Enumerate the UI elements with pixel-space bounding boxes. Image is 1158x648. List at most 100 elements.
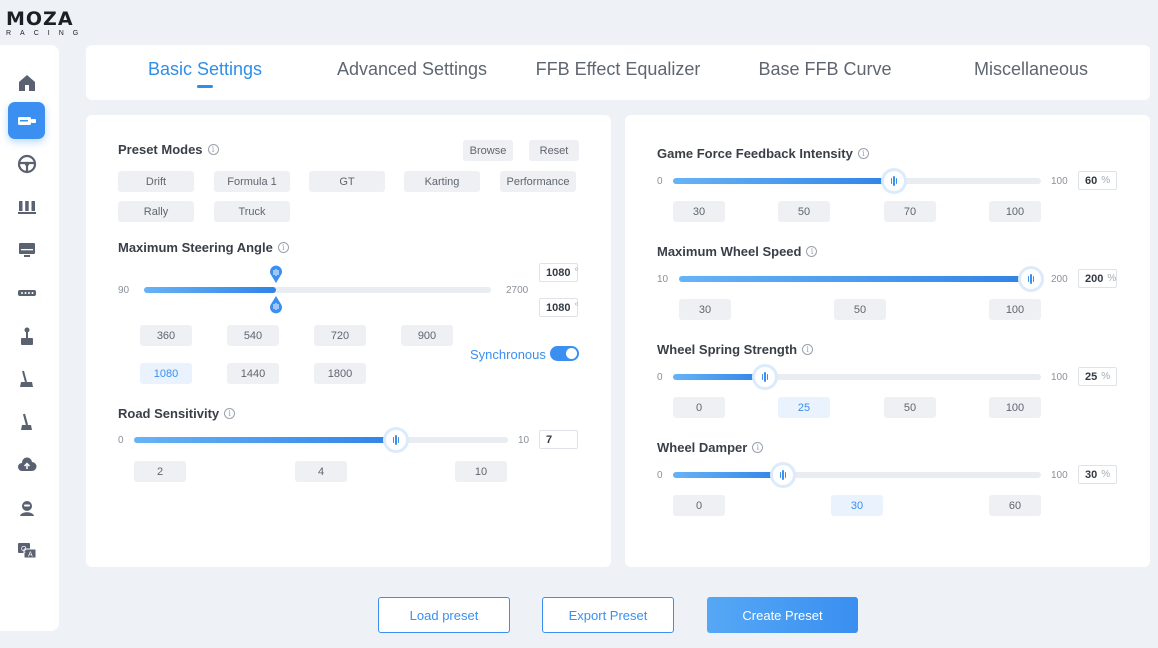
preset-truck[interactable]: Truck [214, 201, 290, 222]
sidebar-item-dashboard[interactable] [8, 231, 45, 268]
wheel-speed-preset-50[interactable]: 50 [834, 299, 886, 320]
damper-slider-thumb[interactable] [773, 465, 793, 485]
spring-preset-50[interactable]: 50 [884, 397, 936, 418]
steering-angle-input-top[interactable]: 1080 ° [539, 263, 578, 282]
steering-handle-bottom[interactable] [269, 296, 283, 314]
steering-preset-1440[interactable]: 1440 [227, 363, 279, 384]
wheel-speed-preset-100[interactable]: 100 [989, 299, 1041, 320]
ffb-preset-100[interactable]: 100 [989, 201, 1041, 222]
road-sensitivity-input[interactable]: 7 [539, 430, 578, 449]
info-icon[interactable]: i [277, 242, 289, 253]
road-slider-thumb[interactable] [386, 430, 406, 450]
synchronous-toggle[interactable] [550, 346, 579, 361]
reset-button[interactable]: Reset [529, 140, 579, 161]
info-icon[interactable]: i [806, 246, 818, 257]
ffb-preset-50[interactable]: 50 [778, 201, 830, 222]
export-preset-button[interactable]: Export Preset [542, 597, 674, 633]
load-preset-button[interactable]: Load preset [378, 597, 510, 633]
spring-preset-100[interactable]: 100 [989, 397, 1041, 418]
road-slider-fill [134, 437, 396, 443]
road-preset-10[interactable]: 10 [455, 461, 507, 482]
degree-unit: ° [574, 302, 579, 313]
wheel-speed-preset-30[interactable]: 30 [679, 299, 731, 320]
steering-preset-720[interactable]: 720 [314, 325, 366, 346]
preset-rally[interactable]: Rally [118, 201, 194, 222]
sidebar-item-wheelbase[interactable] [8, 102, 45, 139]
road-sensitivity-slider[interactable] [134, 430, 508, 450]
ffb-min-label: 0 [657, 176, 663, 187]
preset-karting[interactable]: Karting [404, 171, 480, 192]
info-icon[interactable]: i [207, 144, 219, 155]
steering-handle-top[interactable] [269, 265, 283, 283]
ffb-preset-30[interactable]: 30 [673, 201, 725, 222]
steering-angle-input-bottom[interactable]: 1080 ° [539, 298, 578, 317]
damper-slider-fill [673, 472, 783, 478]
preset-drift[interactable]: Drift [118, 171, 194, 192]
sidebar-item-cloud[interactable] [8, 446, 45, 483]
tab-ffb-equalizer[interactable]: FFB Effect Equalizer [536, 59, 701, 80]
sidebar-item-handbrake[interactable] [8, 360, 45, 397]
spring-strength-slider[interactable] [673, 367, 1041, 387]
sidebar-item-shifter[interactable] [8, 317, 45, 354]
damper-preset-0[interactable]: 0 [673, 495, 725, 516]
road-max-label: 10 [518, 435, 530, 446]
wheel-speed-slider-thumb[interactable] [1021, 269, 1041, 289]
spring-slider-thumb[interactable] [755, 367, 775, 387]
preset-gt[interactable]: GT [309, 171, 385, 192]
road-sensitivity-value: 7 [546, 433, 553, 446]
preset-performance[interactable]: Performance [500, 171, 576, 192]
damper-preset-30[interactable]: 30 [831, 495, 883, 516]
steering-preset-1800[interactable]: 1800 [314, 363, 366, 384]
wheel-speed-slider[interactable] [679, 269, 1041, 289]
tab-label: Base FFB Curve [758, 59, 892, 79]
section-title-text: Maximum Wheel Speed [657, 244, 802, 259]
sidebar-item-home[interactable] [8, 64, 45, 101]
spring-strength-input[interactable]: 25% [1078, 367, 1117, 386]
preset-formula-1[interactable]: Formula 1 [214, 171, 290, 192]
steering-preset-900[interactable]: 900 [401, 325, 453, 346]
tab-advanced-settings[interactable]: Advanced Settings [337, 59, 487, 80]
steering-preset-1080[interactable]: 1080 [140, 363, 192, 384]
road-preset-2[interactable]: 2 [134, 461, 186, 482]
wheel-damper-slider[interactable] [673, 465, 1041, 485]
damper-preset-60[interactable]: 60 [989, 495, 1041, 516]
ffb-slider-thumb[interactable] [884, 171, 904, 191]
ffb-intensity-input[interactable]: 60% [1078, 171, 1117, 190]
percent-unit: % [1107, 273, 1117, 284]
spring-strength-title: Wheel Spring Strength i [657, 342, 814, 357]
spring-slider-fill [673, 374, 765, 380]
ffb-preset-70[interactable]: 70 [884, 201, 936, 222]
sidebar-item-handbrake-lever[interactable] [8, 403, 45, 440]
tab-base-ffb-curve[interactable]: Base FFB Curve [758, 59, 891, 80]
degree-unit: ° [574, 267, 579, 278]
steering-wheel-icon [17, 154, 36, 173]
spring-preset-0[interactable]: 0 [673, 397, 725, 418]
tab-miscellaneous[interactable]: Miscellaneous [974, 59, 1088, 80]
info-icon[interactable]: i [224, 408, 236, 419]
brand-name: MOZA [6, 8, 74, 30]
info-icon[interactable]: i [802, 344, 814, 355]
steering-preset-540[interactable]: 540 [227, 325, 279, 346]
section-title-text: Road Sensitivity [118, 406, 220, 421]
info-icon[interactable]: i [752, 442, 764, 453]
steering-angle-slider[interactable] [144, 287, 491, 293]
browse-button[interactable]: Browse [463, 140, 513, 161]
basic-settings-left-panel: Preset Modes i Browse Reset Drift Formul… [86, 115, 611, 567]
sidebar-item-light-bar[interactable] [8, 274, 45, 311]
sidebar-item-steering-wheel[interactable] [8, 145, 45, 182]
steering-preset-360[interactable]: 360 [140, 325, 192, 346]
percent-unit: % [1101, 175, 1111, 186]
road-preset-4[interactable]: 4 [295, 461, 347, 482]
info-icon[interactable]: i [857, 148, 869, 159]
handbrake-icon [19, 370, 33, 387]
sidebar-item-pedals[interactable] [8, 188, 45, 225]
ffb-intensity-slider[interactable] [673, 171, 1041, 191]
qa-chat-icon: QA [17, 542, 36, 558]
sidebar-item-user[interactable] [8, 489, 45, 526]
wheel-speed-input[interactable]: 200% [1078, 269, 1117, 288]
create-preset-button[interactable]: Create Preset [707, 597, 858, 633]
wheel-damper-input[interactable]: 30% [1078, 465, 1117, 484]
spring-preset-25[interactable]: 25 [778, 397, 830, 418]
tab-basic-settings[interactable]: Basic Settings [148, 59, 262, 88]
